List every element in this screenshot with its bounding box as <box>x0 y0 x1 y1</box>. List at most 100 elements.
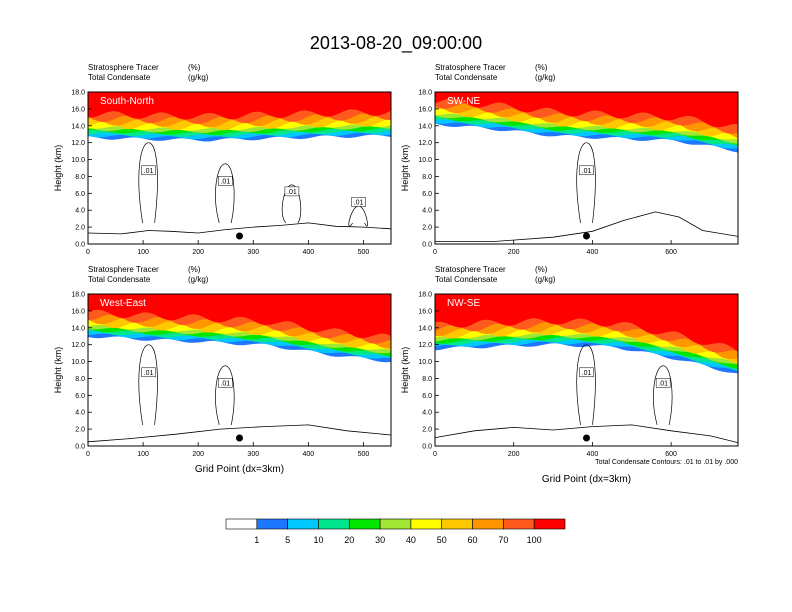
condensate-contour <box>576 142 596 223</box>
y-axis-label: Height (km) <box>53 145 63 192</box>
panel-label: NW-SE <box>447 298 480 309</box>
panel-west-east: Stratosphere Tracer (%) Total Condensate (g… <box>53 265 392 475</box>
x-axis-label: Grid Point (dx=3km) <box>542 474 631 485</box>
panel-subtitle: Stratosphere Tracer <box>88 265 159 274</box>
contour-label: .01 <box>354 199 364 206</box>
condensate-contour <box>138 344 158 425</box>
location-marker <box>236 232 243 240</box>
x-tick-label: 100 <box>137 451 149 458</box>
panel-subtitle: Total Condensate <box>88 73 151 82</box>
contour-label-box <box>218 176 233 186</box>
condensate-contour <box>215 163 235 223</box>
y-tick-label: 16.0 <box>418 106 432 113</box>
panel-subtitle: (%) <box>535 265 548 274</box>
y-tick-label: 12.0 <box>418 140 432 147</box>
x-tick-label: 600 <box>665 451 677 458</box>
colorbar-swatch <box>287 518 319 530</box>
colorbar-swatch <box>441 518 473 530</box>
y-tick-label: 2.0 <box>422 427 432 434</box>
panel-label: South-North <box>100 96 154 107</box>
y-tick-label: 18.0 <box>418 90 432 97</box>
contour-label: .01 <box>658 380 668 387</box>
colorbar-label: 5 <box>285 535 290 545</box>
y-tick-label: 6.0 <box>75 393 85 400</box>
colorbar-swatch <box>318 518 350 530</box>
contour-label: .01 <box>582 168 592 175</box>
y-axis-label: Height (km) <box>400 347 410 394</box>
y-tick-label: 8.0 <box>75 376 85 383</box>
x-tick-label: 400 <box>587 249 599 256</box>
tracer-band-10 <box>88 92 391 120</box>
y-tick-label: 14.0 <box>418 123 432 130</box>
x-tick-label: 200 <box>508 249 520 256</box>
y-tick-label: 6.0 <box>422 393 432 400</box>
contour-label-box <box>141 367 156 378</box>
contour-label-box <box>351 197 366 207</box>
y-tick-label: 12.0 <box>418 342 432 349</box>
colorbar-label: 40 <box>406 535 416 545</box>
tracer-band-10 <box>88 294 391 339</box>
condensate-contour <box>281 184 302 224</box>
condensate-contour <box>138 142 158 223</box>
y-tick-label: 18.0 <box>71 292 85 299</box>
y-tick-label: 14.0 <box>71 325 85 332</box>
contour-label-box <box>141 165 156 176</box>
plot-frame <box>87 293 392 447</box>
panel-subtitle: (%) <box>188 63 201 72</box>
terrain-line <box>435 424 738 443</box>
y-axis-label: Height (km) <box>53 347 63 394</box>
y-tick-label: 16.0 <box>418 308 432 315</box>
x-tick-label: 200 <box>192 451 204 458</box>
y-tick-label: 6.0 <box>75 191 85 198</box>
x-tick-label: 300 <box>247 249 259 256</box>
y-tick-label: 2.0 <box>422 225 432 232</box>
colorbar-label: 70 <box>498 535 508 545</box>
condensate-contour <box>653 365 673 425</box>
plot-frame <box>87 91 392 245</box>
panel-subtitle: Stratosphere Tracer <box>435 63 506 72</box>
y-tick-label: 4.0 <box>75 410 85 417</box>
panel-subtitle: Total Condensate <box>435 275 498 284</box>
panel-subtitle: (g/kg) <box>188 73 209 82</box>
x-tick-label: 0 <box>86 249 90 256</box>
contour-label: .01 <box>144 370 154 377</box>
y-tick-label: 4.0 <box>422 410 432 417</box>
panel-subtitle: Total Condensate <box>88 275 151 284</box>
x-tick-label: 200 <box>192 249 204 256</box>
contour-label: .01 <box>582 370 592 377</box>
y-tick-label: 0.0 <box>75 444 85 451</box>
location-marker <box>583 232 590 240</box>
contour-label: .01 <box>220 380 230 387</box>
x-tick-label: 200 <box>508 451 520 458</box>
colorbar: 1 5 10 20 30 40 50 60 70 100 <box>225 518 566 545</box>
y-tick-label: 0.0 <box>422 242 432 249</box>
y-tick-label: 18.0 <box>71 90 85 97</box>
plot-frame <box>434 293 739 447</box>
contour-label-box <box>579 367 594 378</box>
x-tick-label: 0 <box>433 249 437 256</box>
location-marker <box>583 434 590 442</box>
colorbar-label: 60 <box>468 535 478 545</box>
contour-label-box <box>579 165 594 176</box>
y-tick-label: 8.0 <box>422 174 432 181</box>
terrain-line <box>88 424 391 443</box>
y-tick-label: 14.0 <box>71 123 85 130</box>
x-tick-label: 0 <box>433 451 437 458</box>
y-tick-label: 4.0 <box>422 208 432 215</box>
panel-subtitle: Stratosphere Tracer <box>435 265 506 274</box>
panel-subtitle: (g/kg) <box>535 275 556 284</box>
panel-subtitle: (%) <box>535 63 548 72</box>
plot-frame <box>434 91 739 245</box>
colorbar-label: 30 <box>375 535 385 545</box>
contour-label: .01 <box>287 189 297 196</box>
panel-subtitle: Total Condensate <box>435 73 498 82</box>
y-tick-label: 18.0 <box>418 292 432 299</box>
y-tick-label: 6.0 <box>422 191 432 198</box>
colorbar-swatch <box>379 518 412 530</box>
y-tick-label: 16.0 <box>71 106 85 113</box>
panel-label: SW-NE <box>447 96 480 107</box>
y-tick-label: 4.0 <box>75 208 85 215</box>
panel-label: West-East <box>100 298 146 309</box>
x-tick-label: 100 <box>137 249 149 256</box>
